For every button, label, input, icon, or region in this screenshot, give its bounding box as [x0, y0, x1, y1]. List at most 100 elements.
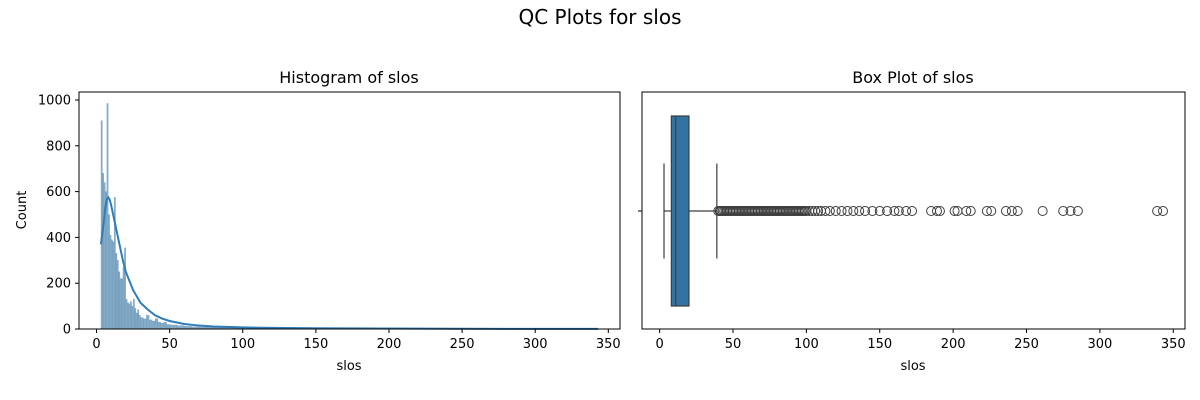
- histogram-bar: [148, 319, 153, 330]
- histogram-bar: [169, 324, 178, 330]
- histogram-x-tick-label: 150: [303, 337, 328, 352]
- histogram-y-label: Count: [15, 191, 30, 230]
- boxplot-outlier: [824, 206, 835, 216]
- histogram-x-ticks: 0 50 100 150 200 250 300 350: [92, 329, 621, 352]
- boxplot-outlier: [860, 206, 871, 216]
- boxplot-outlier: [1000, 206, 1011, 216]
- boxplot-outlier: [965, 206, 976, 216]
- histogram-y-tick-label: 800: [46, 139, 71, 154]
- boxplot-x-tick-label: 100: [794, 337, 819, 352]
- boxplot-outlier: [1152, 206, 1163, 216]
- histogram-bar: [137, 309, 140, 330]
- boxplot-x-tick-label: 0: [655, 337, 663, 352]
- histogram-bar: [151, 320, 156, 330]
- histogram-x-tick-label: 100: [230, 337, 255, 352]
- boxplot-outlier: [931, 206, 942, 216]
- histogram-bar: [106, 103, 109, 330]
- histogram-bar: [108, 214, 110, 330]
- boxplot-x-tick-label: 250: [1014, 337, 1039, 352]
- boxplot-x-tick-label: 300: [1087, 337, 1112, 352]
- boxplot-x-ticks: 0 50 100 150 200 250 300 350: [655, 329, 1186, 352]
- histogram-bar: [138, 315, 141, 330]
- boxplot-outlier: [874, 206, 885, 216]
- boxplot-title: Box Plot of slos: [852, 68, 973, 87]
- histogram-bar: [163, 321, 167, 330]
- boxplot-x-label: slos: [900, 359, 925, 374]
- boxplot-outlier: [882, 206, 893, 216]
- boxplot-outlier: [1065, 206, 1076, 216]
- boxplot-outlier: [961, 206, 972, 216]
- boxplot-outlier: [893, 206, 904, 216]
- histogram-bar: [125, 299, 128, 330]
- histogram-bar: [131, 305, 134, 330]
- histogram-bar: [154, 318, 159, 330]
- boxplot-outlier: [1012, 206, 1023, 216]
- histogram-bar: [110, 239, 113, 330]
- histogram-bar: [119, 278, 122, 330]
- histogram-bar: [116, 260, 119, 330]
- figure-title: QC Plots for slos: [518, 5, 681, 29]
- histogram-y-tick-label: 600: [46, 185, 71, 200]
- boxplot-x-tick-label: 150: [867, 337, 892, 352]
- boxplot-outlier: [889, 206, 900, 216]
- boxplot-outlier: [820, 206, 831, 216]
- histogram-bar: [122, 266, 125, 330]
- histogram-plot-frame: [78, 91, 621, 330]
- boxplot-outlier: [907, 206, 918, 216]
- histogram-bar: [160, 323, 165, 330]
- boxplot-outlier: [934, 206, 945, 216]
- boxplot-x-tick-label: 200: [941, 337, 966, 352]
- boxplot-outlier: [1072, 206, 1083, 216]
- histogram-bar: [135, 312, 138, 330]
- histogram-bar: [100, 120, 103, 330]
- boxplot-outlier: [1006, 206, 1017, 216]
- histogram-bar: [118, 271, 121, 330]
- histogram-bar: [128, 303, 131, 330]
- boxplot-outlier: [842, 206, 853, 216]
- boxplot-box: [670, 115, 690, 307]
- boxplot-outlier: [830, 206, 841, 216]
- histogram-y-tick-label: 1000: [38, 94, 71, 109]
- histogram-bar: [109, 234, 112, 330]
- boxplot-outlier: [810, 206, 821, 216]
- histogram-y-tick-label: 0: [63, 323, 71, 338]
- histogram-x-tick-label: 250: [450, 337, 475, 352]
- boxplot-outlier: [986, 206, 997, 216]
- histogram-bar: [146, 315, 150, 330]
- histogram-bar: [129, 301, 132, 330]
- histogram-bar: [127, 302, 129, 330]
- boxplot-outlier: [867, 206, 878, 216]
- histogram-x-label: slos: [336, 359, 361, 374]
- boxplot-x-tick-label: 350: [1161, 337, 1186, 352]
- histogram-bar: [132, 299, 135, 330]
- boxplot-outlier: [981, 206, 992, 216]
- boxplot-outlier: [836, 206, 847, 216]
- histogram-bar: [124, 247, 126, 330]
- boxplot-outlier: [949, 206, 960, 216]
- histogram-kde-line: [99, 195, 599, 330]
- histogram-x-tick-label: 0: [92, 337, 100, 352]
- boxplot-plot-frame: [641, 91, 1186, 330]
- histogram-bar: [134, 308, 137, 330]
- boxplot-x-tick-label: 50: [725, 337, 742, 352]
- histogram-y-tick-label: 200: [46, 277, 71, 292]
- histogram-y-ticks: 0 200 400 600 800 1000: [38, 94, 79, 338]
- boxplot-outlier: [854, 206, 865, 216]
- histogram-bar: [102, 173, 105, 330]
- histogram-title: Histogram of slos: [279, 68, 419, 87]
- boxplot-outlier: [848, 206, 859, 216]
- histogram-x-tick-label: 350: [596, 337, 621, 352]
- boxplot-outlier: [1157, 206, 1168, 216]
- histogram-axes: Histogram of slos 0 50 100 150 200 250 300 350 …: [15, 68, 621, 374]
- boxplot-outlier: [813, 206, 824, 216]
- boxplot-axes: Box Plot of slos 0 50 100 150 200 250 300 350 s…: [638, 68, 1186, 374]
- histogram-x-tick-label: 300: [523, 337, 548, 352]
- histogram-bar: [115, 253, 118, 330]
- histogram-bar: [143, 318, 147, 330]
- histogram-bar: [166, 324, 170, 330]
- boxplot-outliers: [713, 206, 1168, 216]
- histogram-bars: [100, 103, 599, 330]
- boxplot-outlier: [1037, 206, 1048, 216]
- histogram-bar: [140, 317, 144, 330]
